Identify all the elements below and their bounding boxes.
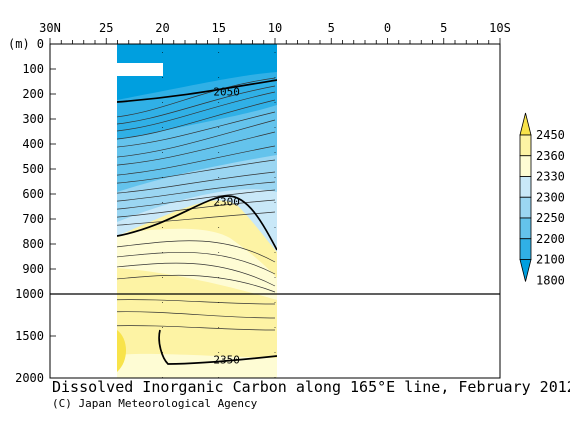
bold-contours (117, 79, 277, 365)
contour-fill-region (117, 44, 277, 378)
contour-line (117, 91, 276, 132)
y-tick-label: 400 (22, 137, 44, 151)
colorbar-label: 2300 (536, 190, 565, 204)
colorbar-swatch (519, 134, 532, 157)
contour-line (117, 262, 276, 287)
credit-line: (C) Japan Meteorological Agency (52, 397, 258, 410)
colorbar-label: 2100 (536, 253, 565, 267)
colorbar-label: 2200 (536, 232, 565, 246)
y-tick-label: 0 (37, 37, 44, 51)
y-tick-label: 1000 (15, 287, 44, 301)
y-tick-label: 600 (22, 187, 44, 201)
contour-line (117, 111, 276, 148)
x-tick-label: 5 (440, 21, 447, 35)
contour-line (117, 131, 276, 166)
y-axis: 0 100 200 300 400 500 600 700 800 900 1000 1500 2000… (8, 37, 56, 385)
x-tick-label: 0 (384, 21, 391, 35)
contour-line (117, 171, 276, 194)
y-tick-label: 2000 (15, 371, 44, 385)
fill-1800-2050 (117, 44, 277, 100)
contour-line (117, 159, 276, 184)
contour-line (117, 211, 276, 226)
colorbar-swatch (519, 217, 532, 240)
contour-label: 2350 (213, 354, 240, 367)
missing-data-patch (117, 63, 163, 76)
y-tick-label: 800 (22, 237, 44, 251)
contour-line (117, 85, 276, 125)
contour-line (117, 199, 276, 218)
colorbar-swatch (519, 196, 532, 219)
colorbar-swatch (519, 155, 532, 177)
y-tick-label: 100 (22, 62, 44, 76)
colorbar-label: 2250 (536, 211, 565, 225)
colorbar: 2450 2360 2330 2300 2250 2200 2100 1800 (519, 112, 565, 287)
contour-line (117, 145, 276, 176)
contour-line (117, 299, 276, 305)
y-tick-label: 200 (22, 87, 44, 101)
y-tick-label: 300 (22, 112, 44, 126)
contour-line (117, 240, 276, 263)
x-tick-label: 5 (328, 21, 335, 35)
colorbar-label: 2450 (536, 128, 565, 142)
contour-line (117, 77, 276, 118)
y-tick-label: 900 (22, 262, 44, 276)
contour-line (117, 99, 276, 140)
x-tick-label: 15 (212, 21, 226, 35)
contour-line (117, 189, 276, 210)
x-tick-label: 10S (489, 21, 511, 35)
contour-2350 (158, 329, 277, 365)
colorbar-top-arrow (519, 112, 532, 136)
chart-title: Dissolved Inorganic Carbon along 165°E l… (52, 378, 570, 396)
x-tick-label: 30N (39, 21, 61, 35)
contour-line (117, 251, 276, 275)
contour-2050 (117, 79, 277, 103)
colorbar-label: 1800 (536, 273, 565, 287)
fill-deep-2330 (117, 353, 277, 378)
contour-2300 (117, 195, 277, 251)
contour-label: 2050 (213, 86, 240, 99)
x-axis: 30N 25 20 15 10 5 0 5 10S (39, 21, 511, 44)
x-tick-label: 20 (155, 21, 169, 35)
contour-line (117, 181, 276, 202)
colorbar-swatch (519, 238, 532, 260)
colorbar-bottom-arrow (519, 259, 532, 282)
contour-line (117, 274, 276, 293)
y-tick-label: 500 (22, 162, 44, 176)
colorbar-label: 2360 (536, 149, 565, 163)
contour-labels: 2050 2300 2350 (213, 86, 240, 367)
contour-line (117, 325, 276, 331)
fill-deep-max (117, 330, 127, 372)
contour-line (117, 119, 276, 158)
contour-label: 2300 (213, 196, 240, 209)
colorbar-swatch (519, 176, 532, 198)
y-axis-unit: (m) (8, 37, 30, 51)
contour-line (117, 311, 276, 319)
contour-lines (117, 52, 276, 378)
colorbar-label: 2330 (536, 170, 565, 184)
y-tick-label: 700 (22, 212, 44, 226)
x-tick-label: 10 (268, 21, 282, 35)
y-tick-label: 1500 (15, 329, 44, 343)
x-tick-label: 25 (99, 21, 113, 35)
